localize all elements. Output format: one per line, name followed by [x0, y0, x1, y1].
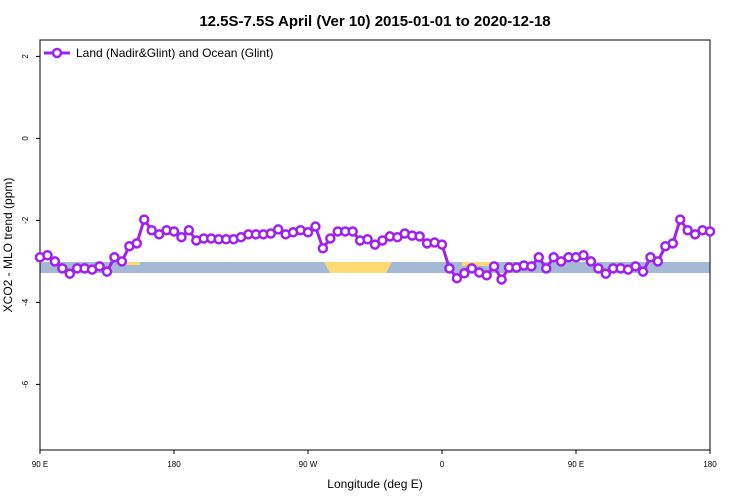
x-tick-label: 180 [703, 460, 717, 469]
data-point [674, 214, 686, 225]
data-point [176, 231, 187, 243]
data-point [600, 268, 612, 279]
data-point [481, 270, 492, 281]
data-point [138, 214, 150, 225]
data-point [533, 252, 545, 263]
x-axis-label: Longitude (deg E) [327, 477, 422, 491]
data-point [526, 261, 537, 272]
legend: Land (Nadir&Glint) and Ocean (Glint) [44, 46, 273, 60]
legend-marker [51, 47, 63, 59]
legend-label: Land (Nadir&Glint) and Ocean (Glint) [76, 46, 273, 60]
x-tick-label: 180 [167, 460, 181, 469]
data-point [496, 274, 507, 285]
data-point [57, 263, 68, 274]
data-point [153, 229, 165, 240]
data-point [436, 239, 448, 250]
x-tick-label: 0 [440, 460, 445, 469]
data-point [689, 229, 701, 240]
data-point [555, 256, 567, 267]
data-point [704, 226, 716, 237]
data-point [272, 224, 284, 235]
data-point [362, 234, 373, 245]
data-point [578, 250, 589, 261]
y-tick-label: -6 [21, 380, 30, 388]
data-point [64, 268, 76, 279]
data-point [317, 243, 329, 254]
data-point [540, 263, 552, 274]
data-point [347, 226, 358, 237]
land-strip [462, 262, 492, 266]
data-point [593, 263, 604, 274]
data-point [466, 263, 478, 274]
data-point [168, 226, 180, 237]
data-point [645, 252, 656, 263]
data-point [101, 266, 113, 277]
x-tick-label: 90 E [568, 460, 584, 469]
y-tick-label: 2 [21, 54, 30, 59]
data-point [459, 268, 470, 279]
data-point [488, 261, 500, 272]
y-tick-label: -2 [21, 216, 30, 224]
data-point [630, 261, 641, 272]
data-point [302, 227, 314, 238]
x-tick-label: 90 W [299, 460, 318, 469]
data-point [682, 224, 693, 236]
data-point [310, 221, 321, 232]
data-point [637, 266, 649, 277]
data-point [414, 231, 425, 242]
data-point [667, 238, 679, 249]
land-strip [120, 262, 140, 265]
y-axis-label: XCO2 - MLO trend (ppm) [1, 178, 15, 313]
data-point [377, 235, 388, 246]
land-strip [324, 262, 392, 273]
data-point [131, 238, 143, 249]
data-point [369, 239, 381, 250]
data-point [652, 256, 664, 267]
data-point [94, 261, 105, 272]
data-point [265, 228, 277, 239]
data-point [109, 252, 120, 263]
data-point [146, 224, 157, 236]
data-point [451, 272, 463, 284]
data-point [116, 256, 128, 267]
data-point [548, 252, 559, 263]
data-point [183, 224, 195, 236]
data-point [42, 250, 53, 261]
x-tick-label: 90 E [32, 460, 48, 469]
data-point [49, 256, 61, 267]
y-tick-label: -4 [21, 298, 30, 306]
land-ocean-strip [40, 262, 710, 273]
data-point [444, 263, 455, 274]
data-point [325, 233, 336, 244]
plot-frame [39, 39, 711, 451]
y-tick-label: 0 [21, 136, 30, 141]
chart-title: 12.5S-7.5S April (Ver 10) 2015-01-01 to … [199, 13, 550, 30]
data-point [585, 256, 597, 267]
